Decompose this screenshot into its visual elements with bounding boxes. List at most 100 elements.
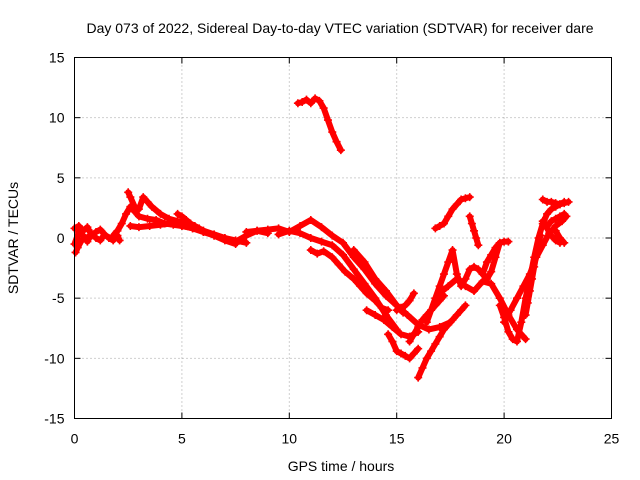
data-point [371, 296, 380, 305]
data-point [302, 95, 311, 104]
data-point [143, 197, 152, 206]
data-point [349, 265, 358, 274]
data-point [115, 236, 124, 245]
data-series-arc-f [126, 219, 251, 247]
data-point [319, 104, 328, 113]
data-point [487, 267, 496, 276]
data-series-arc-j [293, 94, 345, 155]
data-point [414, 344, 423, 353]
data-point [487, 279, 496, 288]
data-point [424, 325, 433, 334]
plot-frame [74, 57, 612, 419]
data-point [388, 337, 397, 346]
data-point [555, 238, 564, 247]
data-point [83, 234, 92, 242]
data-point [495, 294, 504, 303]
data-point [495, 238, 504, 247]
data-point [306, 246, 315, 255]
data-series-arc-o [392, 289, 418, 315]
data-point [349, 246, 358, 255]
data-point [328, 253, 337, 262]
data-point [409, 349, 418, 358]
data-point [130, 202, 139, 211]
data-point [439, 219, 448, 228]
data-point [547, 231, 556, 240]
data-point [405, 354, 414, 363]
data-point [555, 212, 564, 221]
data-point [435, 332, 444, 341]
data-series-arc-u [465, 212, 483, 250]
data-point [538, 195, 547, 204]
data-point [317, 237, 326, 246]
data-point [474, 241, 483, 250]
data-point [362, 306, 371, 315]
data-point [71, 248, 80, 257]
data-point [482, 258, 491, 267]
data-series-arc-c [71, 232, 92, 257]
data-point [461, 282, 470, 291]
data-point [124, 188, 133, 197]
x-tick-label: 25 [604, 431, 620, 447]
data-point [444, 258, 453, 267]
data-series-arc-ac [538, 217, 564, 247]
data-point [317, 223, 326, 232]
data-point [91, 227, 100, 236]
data-point [478, 277, 487, 286]
data-point [521, 335, 530, 344]
data-point [145, 221, 154, 230]
data-series-arc-t [431, 193, 474, 233]
data-point [444, 282, 453, 291]
data-point [336, 146, 345, 155]
data-point [306, 234, 315, 242]
data-point [190, 221, 199, 230]
data-point [79, 226, 88, 235]
data-point [242, 238, 251, 247]
y-tick-label: -10 [44, 350, 64, 366]
y-tick-label: 5 [57, 170, 65, 186]
data-point [427, 347, 436, 356]
data-point [306, 99, 315, 108]
data-point [435, 282, 444, 291]
data-point [96, 236, 105, 245]
data-point [182, 215, 191, 224]
data-point [448, 205, 457, 214]
data-point [339, 250, 347, 259]
data-point [547, 197, 556, 206]
data-point [392, 347, 401, 356]
x-tick-label: 15 [389, 431, 405, 447]
x-tick-label: 20 [496, 431, 512, 447]
data-point [414, 323, 423, 332]
data-point [143, 214, 152, 223]
x-tick-label: 10 [282, 431, 298, 447]
data-point [461, 301, 470, 310]
data-point [117, 219, 126, 228]
data-point [285, 226, 294, 235]
data-series-arc-z [538, 195, 573, 209]
data-point [381, 286, 390, 295]
data-point [210, 230, 219, 239]
data-point [156, 220, 165, 229]
data-point [564, 197, 573, 206]
data-point [414, 373, 423, 382]
data-point [528, 274, 537, 283]
data-point [139, 193, 148, 202]
data-point [405, 296, 414, 305]
data-point [536, 231, 545, 240]
data-point [422, 318, 431, 327]
data-point [512, 294, 521, 303]
data-point [384, 330, 393, 339]
data-point [253, 226, 262, 235]
data-point [392, 306, 401, 315]
data-point [323, 116, 332, 125]
data-point [439, 270, 448, 279]
data-point [220, 234, 229, 242]
data-point [461, 274, 470, 283]
y-tick-label: 10 [49, 110, 65, 126]
data-point [134, 205, 143, 214]
data-point [465, 212, 474, 221]
data-point [525, 286, 534, 295]
data-point [371, 274, 380, 283]
data-point [444, 320, 453, 329]
data-point [532, 250, 541, 259]
data-point [470, 226, 479, 235]
